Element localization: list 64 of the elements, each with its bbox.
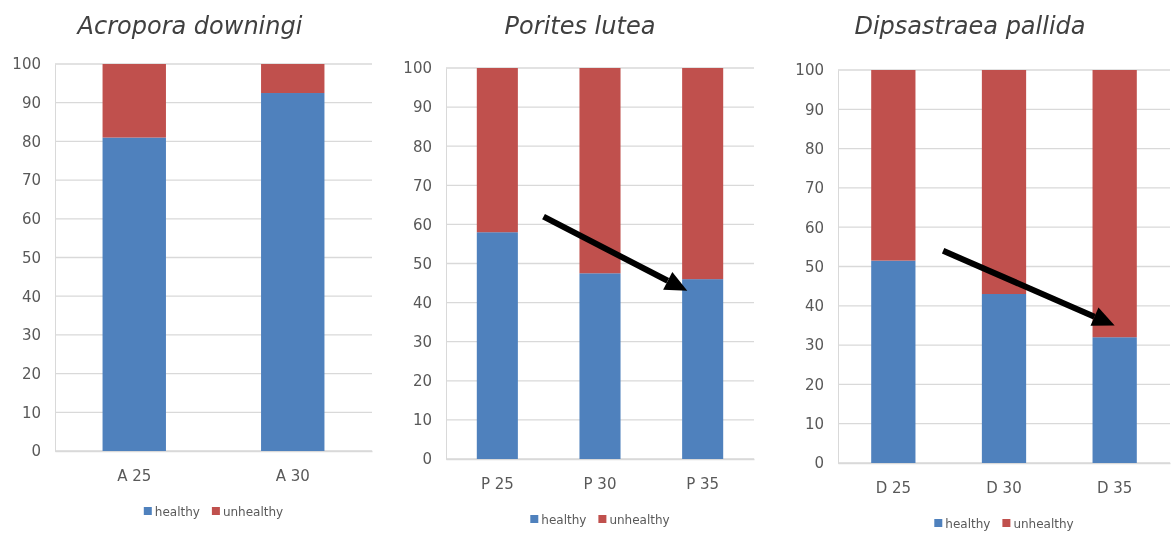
y-tick-label: 70 [21, 171, 41, 190]
y-tick-label: 50 [412, 254, 432, 273]
legend-label: unhealthy [222, 505, 284, 519]
y-tick-label: 10 [804, 415, 824, 433]
y-tick-label: 0 [814, 454, 824, 473]
x-tick-label: A 25 [117, 466, 152, 485]
x-tick-label: P 25 [480, 474, 514, 493]
bar [871, 260, 916, 463]
y-tick-label: 20 [412, 372, 432, 391]
chart-title: Dipsastraea pallida [854, 12, 1086, 40]
y-tick-label: 60 [21, 210, 41, 229]
legend-label: unhealthy [1013, 517, 1074, 531]
x-tick-label: P 30 [583, 474, 617, 493]
x-tick-label: P 35 [686, 474, 720, 493]
x-tick-label: A 30 [275, 466, 310, 485]
y-tick-label: 60 [412, 215, 432, 234]
y-tick-label: 60 [804, 218, 824, 237]
y-tick-label: 80 [412, 137, 432, 156]
y-tick-label: 100 [795, 61, 824, 80]
y-tick-label: 100 [12, 55, 41, 74]
bar [102, 64, 166, 138]
bar [871, 70, 916, 261]
x-tick-label: D 30 [986, 478, 1022, 497]
y-tick-label: 0 [31, 442, 41, 461]
y-tick-label: 10 [21, 403, 41, 422]
y-tick-label: 10 [412, 411, 432, 430]
y-tick-label: 50 [21, 248, 41, 267]
y-tick-label: 30 [804, 336, 824, 355]
bar [682, 68, 724, 280]
y-tick-label: 40 [804, 297, 824, 316]
bar [682, 279, 724, 459]
y-tick-label: 40 [412, 293, 432, 312]
y-tick-label: 20 [804, 375, 824, 394]
legend-label: unhealthy [609, 513, 670, 527]
y-tick-label: 40 [21, 287, 41, 306]
y-tick-label: 90 [804, 100, 824, 119]
y-tick-label: 90 [412, 98, 432, 117]
y-tick-label: 20 [21, 364, 41, 383]
y-tick-label: 50 [804, 257, 824, 276]
bar [476, 68, 518, 233]
bar [102, 137, 166, 451]
chart-title: Porites lutea [504, 12, 656, 40]
bar [261, 93, 325, 451]
y-tick-label: 70 [804, 179, 824, 198]
bar [1092, 70, 1137, 338]
legend-label: healthy [541, 513, 587, 527]
bar [261, 64, 325, 94]
bar [981, 70, 1027, 295]
bar [1092, 337, 1137, 463]
x-tick-label: D 35 [1096, 478, 1133, 497]
bar [476, 232, 518, 459]
bar [981, 294, 1027, 463]
legend-label: healthy [945, 517, 991, 531]
y-tick-label: 30 [412, 333, 432, 351]
y-tick-label: 90 [21, 94, 41, 112]
legend-label: healthy [154, 505, 200, 519]
y-tick-label: 70 [412, 176, 432, 195]
y-tick-label: 80 [21, 132, 41, 151]
y-tick-label: 80 [804, 139, 824, 158]
y-tick-label: 0 [422, 450, 432, 469]
chart-title: Acropora downingi [75, 12, 303, 40]
y-tick-label: 100 [403, 59, 432, 78]
x-tick-label: D 25 [875, 478, 912, 497]
y-tick-label: 30 [21, 326, 41, 345]
